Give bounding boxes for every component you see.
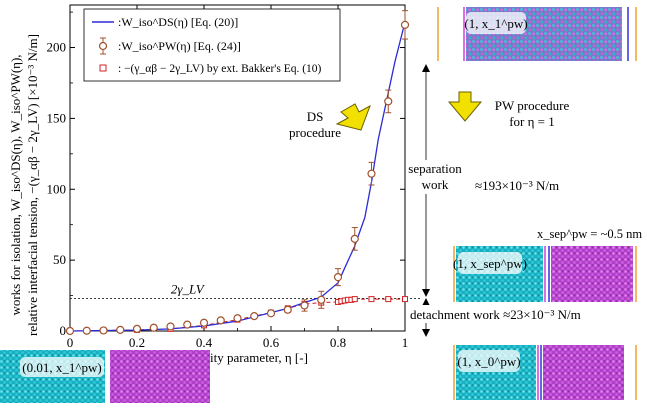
pw-point xyxy=(183,320,192,329)
pw-point xyxy=(300,301,309,310)
x-tick-label: 0.8 xyxy=(330,335,346,350)
bakker-point xyxy=(402,296,408,303)
pw-point xyxy=(250,312,259,321)
pw-point xyxy=(82,326,91,335)
pw-procedure-arrow-icon xyxy=(447,91,483,122)
pw-point xyxy=(199,318,209,327)
snapshot-bot-label-bg xyxy=(458,350,520,372)
pw-point xyxy=(384,97,393,106)
x-tick-label: 0.4 xyxy=(196,335,213,350)
ds-series-line xyxy=(69,21,406,332)
legend-marker-bakker xyxy=(99,64,107,72)
legend-label-ds: :W_iso^DS(η) [Eq. (20)] xyxy=(118,15,238,29)
ds-procedure-label-line-2: procedure xyxy=(289,125,341,140)
bakker-point xyxy=(351,296,358,303)
y-tick-label: 150 xyxy=(47,110,67,125)
pw-point xyxy=(99,326,108,335)
pw-point xyxy=(216,316,225,325)
pw-point xyxy=(367,169,376,178)
y-tick-label: 0 xyxy=(60,323,67,338)
x-tick-label: 1 xyxy=(402,335,409,350)
snapshot-sep-label: (1, x_sep^pw) xyxy=(453,256,527,271)
separation-work-arrow-head-up xyxy=(422,64,430,72)
pw-procedure-label-line-2: for η = 1 xyxy=(509,114,555,129)
snapshot-eta-1-top: (1, x_1^pw) xyxy=(437,7,637,61)
separation-work-label-line-1: separation xyxy=(408,161,462,176)
pw-point xyxy=(65,326,75,336)
bakker-point xyxy=(385,296,392,303)
separation-work-arrow-head-down xyxy=(422,289,430,297)
x-tick-label: 0.6 xyxy=(263,335,280,350)
separation-work-value: ≈193×10⁻³ N/m xyxy=(475,178,559,193)
snapshot-bot-magenta-slab xyxy=(543,345,624,400)
pw-point xyxy=(233,314,242,323)
snapshot-eta-001-magenta-slab xyxy=(110,350,210,403)
legend: :W_iso^DS(η) [Eq. (20)] :W_iso^PW(η) [Eq… xyxy=(83,8,341,82)
y-tick-label: 100 xyxy=(47,181,67,196)
bakker-point xyxy=(368,296,375,303)
snapshot-top-label-bg xyxy=(466,12,526,34)
legend-box xyxy=(83,8,341,82)
detachment-work-arrow-head-down xyxy=(422,329,430,337)
snapshot-sep-magenta-slab xyxy=(551,246,633,302)
snapshot-sep-label-bg xyxy=(458,252,522,274)
snapshot-eta-001: (0.01, x_1^pw) xyxy=(0,350,210,403)
pw-point xyxy=(166,322,175,331)
snapshot-eta-001-label-bg xyxy=(20,357,104,377)
pw-point xyxy=(266,309,276,318)
snapshot-eta-1-sep: (1, x_sep^pw) xyxy=(453,246,637,302)
legend-marker-pw xyxy=(98,41,108,51)
x-tick-label: 0.2 xyxy=(129,335,145,350)
pw-point xyxy=(317,295,326,304)
pw-point xyxy=(116,325,125,334)
y-tick-label: 50 xyxy=(53,252,66,267)
reference-line-label: 2γ_LV xyxy=(171,281,206,296)
pw-point xyxy=(333,273,343,282)
separation-work-label-bg xyxy=(408,160,464,194)
x-sep-label: x_sep^pw = ~0.5 nm xyxy=(537,227,642,241)
detachment-work-arrow-head-up xyxy=(422,298,430,306)
y-axis-title-line-2: relative interfacial tension, −(γ_αβ − 2… xyxy=(25,34,40,336)
detachment-work-label: detachment work ≈23×10⁻³ N/m xyxy=(410,307,581,322)
snapshot-bot-label: (1, x_0^pw) xyxy=(457,354,520,369)
y-ticks: 0 50 100 150 200 xyxy=(47,11,405,338)
y-tick-label: 200 xyxy=(47,40,67,55)
pw-point xyxy=(132,324,142,333)
ds-procedure-label-line-1: DS xyxy=(307,109,324,124)
ds-procedure-arrow-icon xyxy=(335,103,371,131)
pw-point xyxy=(283,305,292,314)
y-axis-title-line-1: works for isolation, W_iso^DS(η), W_iso^… xyxy=(8,54,23,315)
x-ticks: 0 0.2 0.4 0.6 0.8 1 xyxy=(67,5,409,350)
pw-point xyxy=(350,234,359,243)
detachment-work-label-bg xyxy=(406,305,642,323)
y-axis-title: works for isolation, W_iso^DS(η), W_iso^… xyxy=(8,34,40,336)
pw-point xyxy=(400,20,410,29)
legend-label-bakker: : −(γ_αβ − 2γ_LV) by ext. Bakker's Eq. (… xyxy=(118,63,322,75)
x-tick-label: 0 xyxy=(67,335,74,350)
snapshot-eta-1-bottom: (1, x_0^pw) xyxy=(453,345,637,400)
legend-label-pw: :W_iso^PW(η) [Eq. (24)] xyxy=(118,39,241,53)
series-layer xyxy=(65,10,410,336)
pw-procedure-label-line-1: PW procedure xyxy=(495,98,570,113)
separation-work-label-line-2: work xyxy=(422,177,449,192)
pw-point xyxy=(149,323,158,332)
snapshot-top-label: (1, x_1^pw) xyxy=(464,16,527,31)
snapshot-eta-001-label: (0.01, x_1^pw) xyxy=(22,360,101,375)
